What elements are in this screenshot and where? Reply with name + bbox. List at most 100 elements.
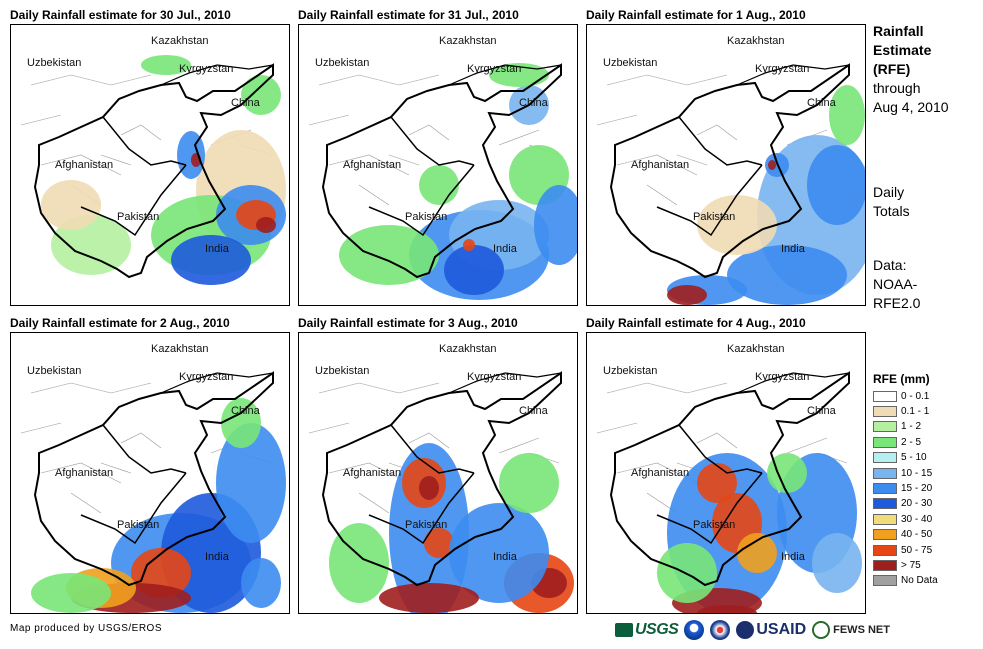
- country-label-uzbekistan: Uzbekistan: [603, 57, 658, 69]
- side-totals: Daily Totals: [873, 183, 910, 221]
- legend-item: 5 - 10: [873, 452, 927, 464]
- rainfall-area: [463, 239, 475, 251]
- rainfall-area: [41, 180, 101, 230]
- rainfall-area: [171, 235, 251, 285]
- legend-title: RFE (mm): [873, 372, 930, 386]
- side-title-line: through: [873, 80, 921, 96]
- rainfall-area: [667, 285, 707, 305]
- legend-label: 2 - 5: [901, 436, 922, 448]
- rainfall-map-panel: Kazakhstan Uzbekistan Kyrgyzstan China Afgha…: [586, 24, 866, 306]
- country-label-uzbekistan: Uzbekistan: [27, 365, 82, 377]
- country-label-kyrgyzstan: Kyrgyzstan: [755, 63, 810, 75]
- noaa-logo: [684, 620, 705, 640]
- map-canvas: [20, 371, 286, 613]
- rainfall-area: [241, 558, 281, 608]
- country-label-china: China: [519, 405, 548, 417]
- panel-title: Daily Rainfall estimate for 2 Aug., 2010: [10, 316, 230, 330]
- map-canvas: [308, 371, 574, 613]
- panel-title: Daily Rainfall estimate for 31 Jul., 201…: [298, 8, 519, 22]
- country-label-pakistan: Pakistan: [117, 519, 160, 531]
- legend-swatch: [873, 575, 897, 587]
- rainfall-area: [424, 528, 454, 558]
- country-label-afghanistan: Afghanistan: [631, 467, 690, 479]
- rainfall-map-panel: Kazakhstan Uzbekistan Kyrgyzstan China Afgha…: [10, 332, 290, 614]
- legend-item: 50 - 75: [873, 544, 932, 556]
- map-canvas: [308, 63, 577, 300]
- rainfall-area: [31, 573, 111, 613]
- legend-label: 1 - 2: [901, 421, 922, 433]
- legend-swatch: [873, 513, 897, 525]
- legend-swatch: [873, 529, 897, 541]
- rainfall-area: [697, 605, 757, 613]
- legend-item: 15 - 20: [873, 482, 932, 494]
- side-title-line: Estimate: [873, 42, 932, 58]
- fews-net-logo: FEWS NET: [812, 621, 890, 639]
- country-label-india: India: [205, 243, 229, 255]
- rainfall-area: [768, 160, 776, 170]
- rainfall-area: [829, 85, 865, 145]
- country-label-china: China: [231, 97, 260, 109]
- side-data-line: Data:: [873, 257, 907, 273]
- rainfall-map-panel: Kazakhstan Uzbekistan Kyrgyzstan China Afgha…: [586, 332, 866, 614]
- legend-label: 0 - 0.1: [901, 390, 930, 402]
- country-label-uzbekistan: Uzbekistan: [315, 365, 370, 377]
- rainfall-map-panel: Kazakhstan Uzbekistan Kyrgyzstan China Afgha…: [10, 24, 290, 306]
- rainfall-area: [339, 225, 439, 285]
- country-label-kyrgyzstan: Kyrgyzstan: [467, 63, 522, 75]
- country-label-china: China: [231, 405, 260, 417]
- country-label-pakistan: Pakistan: [117, 211, 160, 223]
- legend-label: 0.1 - 1: [901, 405, 930, 417]
- legend-swatch: [873, 390, 897, 402]
- rainfall-area: [807, 145, 865, 225]
- map-canvas: [596, 63, 865, 305]
- legend-swatch: [873, 436, 897, 448]
- map-canvas: [20, 55, 286, 285]
- country-label-kazakhstan: Kazakhstan: [151, 343, 209, 355]
- country-label-india: India: [205, 551, 229, 563]
- country-label-india: India: [493, 551, 517, 563]
- country-label-kazakhstan: Kazakhstan: [151, 35, 209, 47]
- side-totals-line: Totals: [873, 203, 910, 219]
- usaid-logo: USAID: [736, 620, 806, 639]
- rainfall-area: [379, 583, 479, 613]
- rainfall-area: [221, 398, 261, 448]
- rainfall-area: [449, 503, 549, 603]
- country-label-kyrgyzstan: Kyrgyzstan: [179, 63, 234, 75]
- country-label-kyrgyzstan: Kyrgyzstan: [467, 371, 522, 383]
- country-label-uzbekistan: Uzbekistan: [315, 57, 370, 69]
- legend-label: 10 - 15: [901, 467, 933, 479]
- legend-label: 30 - 40: [901, 513, 933, 525]
- legend-label: 15 - 20: [901, 482, 933, 494]
- panel-title: Daily Rainfall estimate for 4 Aug., 2010: [586, 316, 806, 330]
- legend-item: 40 - 50: [873, 529, 932, 541]
- panel-title: Daily Rainfall estimate for 3 Aug., 2010: [298, 316, 518, 330]
- country-label-kyrgyzstan: Kyrgyzstan: [755, 371, 810, 383]
- usgs-logo: USGS: [615, 621, 679, 639]
- legend-swatch: [873, 405, 897, 417]
- country-label-china: China: [807, 405, 836, 417]
- country-label-kazakhstan: Kazakhstan: [439, 343, 497, 355]
- legend-item: 20 - 30: [873, 498, 932, 510]
- rainfall-area: [419, 476, 439, 500]
- rainfall-area: [499, 453, 559, 513]
- credit-text: Map produced by USGS/EROS: [10, 623, 163, 634]
- rainfall-map-panel: Kazakhstan Uzbekistan Kyrgyzstan China Afgha…: [298, 332, 578, 614]
- country-label-india: India: [493, 243, 517, 255]
- rainfall-area: [216, 423, 286, 543]
- rainfall-map-panel: Kazakhstan Uzbekistan Kyrgyzstan China Afgha…: [298, 24, 578, 306]
- country-label-india: India: [781, 551, 805, 563]
- rainfall-area: [812, 533, 862, 593]
- country-label-pakistan: Pakistan: [693, 211, 736, 223]
- legend-item: No Data: [873, 575, 938, 587]
- country-label-china: China: [519, 97, 548, 109]
- legend-swatch: [873, 467, 897, 479]
- rainfall-area: [727, 245, 847, 305]
- country-label-china: China: [807, 97, 836, 109]
- rainfall-area: [241, 75, 281, 115]
- country-label-afghanistan: Afghanistan: [631, 159, 690, 171]
- country-label-pakistan: Pakistan: [405, 519, 448, 531]
- country-label-afghanistan: Afghanistan: [343, 159, 402, 171]
- side-title: Rainfall Estimate (RFE) through Aug 4, 2…: [873, 22, 949, 117]
- country-label-kyrgyzstan: Kyrgyzstan: [179, 371, 234, 383]
- legend-swatch: [873, 498, 897, 510]
